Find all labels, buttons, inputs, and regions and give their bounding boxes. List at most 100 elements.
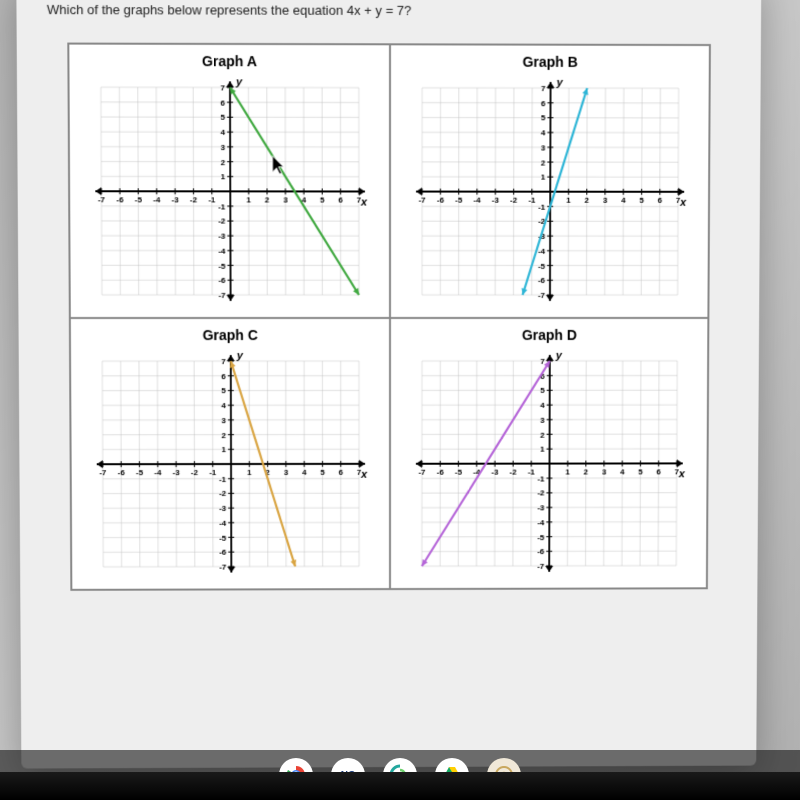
coordinate-graph: -7-6-5-4-3-2-11234567-7-6-5-4-3-2-112345… xyxy=(88,75,370,307)
svg-text:-7: -7 xyxy=(99,468,107,477)
coordinate-graph: -7-6-5-4-3-2-11234567-7-6-5-4-3-2-112345… xyxy=(90,349,371,579)
svg-text:5: 5 xyxy=(220,113,225,122)
device-bezel xyxy=(0,772,800,800)
svg-text:-2: -2 xyxy=(190,468,198,477)
svg-text:-6: -6 xyxy=(218,276,226,285)
svg-text:2: 2 xyxy=(540,158,545,167)
svg-text:-5: -5 xyxy=(454,468,462,477)
svg-text:-4: -4 xyxy=(153,195,161,204)
svg-text:3: 3 xyxy=(540,143,545,152)
svg-text:-2: -2 xyxy=(537,489,545,498)
svg-text:-2: -2 xyxy=(510,196,518,205)
svg-text:2: 2 xyxy=(264,195,269,204)
svg-text:-3: -3 xyxy=(171,195,179,204)
svg-text:1: 1 xyxy=(221,445,226,454)
svg-text:-3: -3 xyxy=(172,468,180,477)
svg-text:3: 3 xyxy=(283,468,288,477)
svg-text:1: 1 xyxy=(220,173,225,182)
svg-text:1: 1 xyxy=(246,195,251,204)
graph-title: Graph C xyxy=(81,327,379,343)
svg-text:-2: -2 xyxy=(219,489,227,498)
svg-text:6: 6 xyxy=(220,98,225,107)
svg-text:3: 3 xyxy=(283,195,288,204)
svg-text:2: 2 xyxy=(584,196,589,205)
svg-text:-6: -6 xyxy=(537,547,545,556)
svg-text:6: 6 xyxy=(221,372,226,381)
svg-text:-4: -4 xyxy=(537,247,545,256)
svg-text:-5: -5 xyxy=(537,533,545,542)
svg-text:4: 4 xyxy=(220,128,225,137)
svg-text:-1: -1 xyxy=(208,195,216,204)
graph-cell: Graph A-7-6-5-4-3-2-11234567-7-6-5-4-3-2… xyxy=(68,44,390,318)
svg-text:5: 5 xyxy=(639,196,644,205)
svg-text:6: 6 xyxy=(541,99,546,108)
svg-text:y: y xyxy=(554,350,562,362)
svg-text:6: 6 xyxy=(338,468,343,477)
svg-text:4: 4 xyxy=(620,467,625,476)
svg-text:x: x xyxy=(359,197,367,209)
graph-cell: Graph B-7-6-5-4-3-2-11234567-7-6-5-4-3-2… xyxy=(390,44,710,318)
svg-text:-5: -5 xyxy=(455,196,463,205)
svg-text:3: 3 xyxy=(602,196,607,205)
svg-text:4: 4 xyxy=(540,128,545,137)
svg-text:4: 4 xyxy=(621,196,626,205)
svg-text:5: 5 xyxy=(540,114,545,123)
svg-text:-6: -6 xyxy=(116,195,124,204)
svg-text:-6: -6 xyxy=(436,468,444,477)
svg-text:-3: -3 xyxy=(219,504,227,513)
svg-text:4: 4 xyxy=(221,401,226,410)
svg-text:-6: -6 xyxy=(117,468,125,477)
svg-text:3: 3 xyxy=(221,416,226,425)
svg-text:7: 7 xyxy=(541,84,546,93)
svg-text:-6: -6 xyxy=(436,196,444,205)
svg-text:-3: -3 xyxy=(491,468,499,477)
svg-text:4: 4 xyxy=(540,401,545,410)
svg-text:-5: -5 xyxy=(537,262,545,271)
svg-text:-5: -5 xyxy=(219,533,227,542)
svg-text:-6: -6 xyxy=(537,276,545,285)
svg-text:y: y xyxy=(555,77,563,89)
svg-text:-1: -1 xyxy=(218,475,226,484)
photo-background: Which of the graphs below represents the… xyxy=(0,0,800,800)
svg-text:-4: -4 xyxy=(219,519,227,528)
svg-text:-1: -1 xyxy=(527,468,535,477)
svg-text:x: x xyxy=(677,468,685,480)
svg-text:7: 7 xyxy=(221,357,226,366)
question-text: Which of the graphs below represents the… xyxy=(47,0,731,19)
svg-text:-7: -7 xyxy=(219,563,227,572)
svg-text:y: y xyxy=(235,76,243,88)
svg-text:-4: -4 xyxy=(473,196,481,205)
svg-text:-2: -2 xyxy=(218,217,226,226)
svg-text:-4: -4 xyxy=(537,518,545,527)
svg-text:5: 5 xyxy=(320,468,325,477)
svg-text:-4: -4 xyxy=(154,468,162,477)
screen-area: Which of the graphs below represents the… xyxy=(16,0,761,769)
svg-text:6: 6 xyxy=(657,196,662,205)
svg-text:-7: -7 xyxy=(537,291,545,300)
svg-text:-1: -1 xyxy=(218,202,226,211)
svg-text:-2: -2 xyxy=(509,468,517,477)
svg-text:2: 2 xyxy=(583,468,588,477)
svg-text:1: 1 xyxy=(566,196,571,205)
coordinate-graph: -7-6-5-4-3-2-11234567-7-6-5-4-3-2-112345… xyxy=(410,76,691,307)
svg-text:5: 5 xyxy=(638,467,643,476)
svg-text:-4: -4 xyxy=(218,247,226,256)
svg-text:6: 6 xyxy=(338,196,343,205)
svg-text:2: 2 xyxy=(221,431,226,440)
svg-text:-5: -5 xyxy=(135,468,143,477)
svg-text:1: 1 xyxy=(565,468,570,477)
svg-text:-1: -1 xyxy=(528,196,536,205)
coordinate-graph: -7-6-5-4-3-2-11234567-7-6-5-4-3-2-112345… xyxy=(409,349,688,578)
svg-text:-6: -6 xyxy=(219,548,227,557)
svg-text:6: 6 xyxy=(656,467,661,476)
svg-text:4: 4 xyxy=(302,468,307,477)
svg-text:3: 3 xyxy=(601,468,606,477)
svg-text:7: 7 xyxy=(220,83,225,92)
svg-text:y: y xyxy=(235,350,243,362)
svg-text:-3: -3 xyxy=(491,196,499,205)
svg-text:-7: -7 xyxy=(218,291,226,300)
graph-title: Graph B xyxy=(401,53,699,70)
graphs-table: Graph A-7-6-5-4-3-2-11234567-7-6-5-4-3-2… xyxy=(67,43,711,591)
svg-text:-3: -3 xyxy=(537,504,545,513)
svg-text:2: 2 xyxy=(540,430,545,439)
